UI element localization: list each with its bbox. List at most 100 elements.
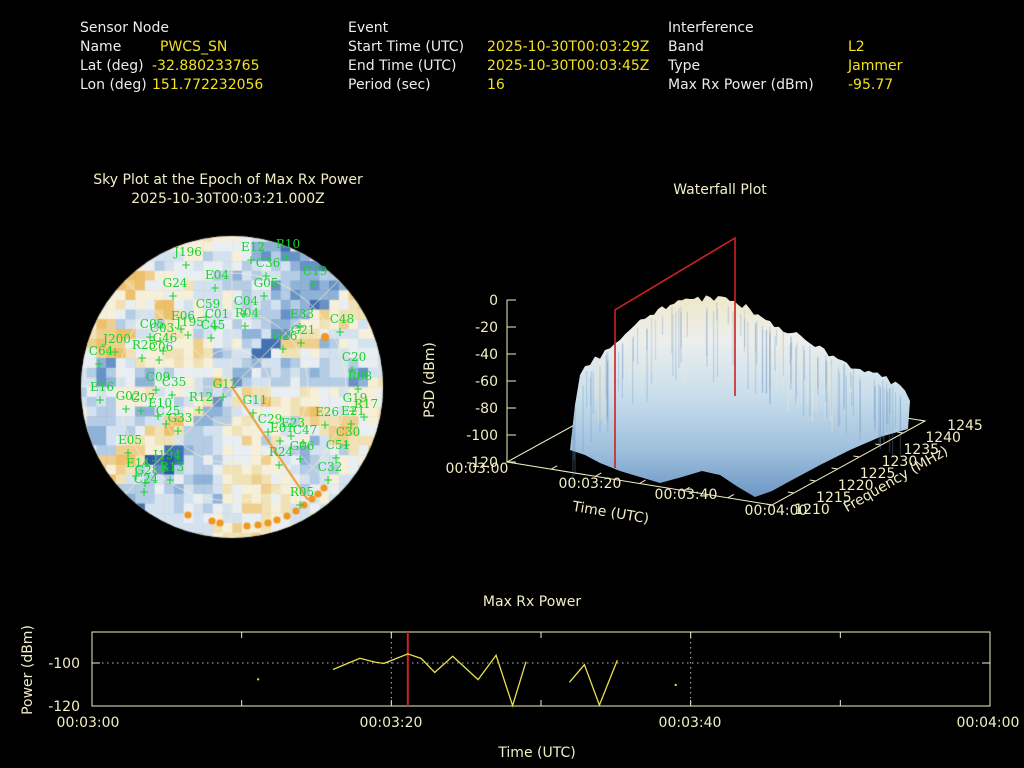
satellite-label-C64: C64: [88, 344, 114, 358]
sensor-name-label: Name: [80, 39, 122, 55]
satellite-marker-J196: +: [180, 258, 192, 272]
sky-plot: J196 + E12 + R10 + C36 + C19 + E04 + G24 + G05 + C59 + C04…: [77, 232, 387, 542]
freq-tick-label: 1210: [794, 502, 830, 518]
time-tick: [727, 493, 735, 499]
satellite-marker-G12: +: [217, 390, 229, 404]
satellite-marker-R13: +: [164, 473, 176, 487]
maxrx-title: Max Rx Power: [482, 594, 582, 610]
freq-tick: [918, 419, 926, 422]
satellite-label-E21: E21: [340, 404, 366, 418]
satellite-marker-E16: +: [94, 393, 106, 407]
x-tick-label: 00:03:20: [360, 715, 423, 731]
sensor-node-title: Sensor Node: [80, 20, 169, 36]
sensor-lat-label: Lat (deg): [80, 58, 144, 74]
interference-band-label: Band: [668, 39, 704, 55]
psd-tick-label: 0: [489, 293, 498, 309]
time-tick: [639, 479, 646, 484]
satellite-marker-C24: +: [138, 485, 150, 499]
satellite-label-C48: C48: [329, 312, 355, 326]
satellite-label-R08: R08: [347, 369, 373, 383]
satellite-marker-G24: +: [167, 289, 179, 303]
maxrx-data-series: [257, 632, 677, 708]
satellite-marker-C06: +: [153, 353, 165, 367]
freq-tick-label: 1240: [925, 430, 961, 446]
satellite-marker-R10: +: [280, 250, 292, 264]
satellite-marker-C47: +: [297, 436, 309, 450]
satellite-marker-C32: +: [322, 473, 334, 487]
freq-tick: [787, 491, 794, 494]
sky-plot-satellite-labels: J196 + E12 + R10 + C36 + C19 + E04 + G24 + G05 + C59 + C04…: [77, 232, 387, 542]
satellite-label-E05: E05: [117, 433, 143, 447]
satellite-marker-C01: +: [209, 320, 221, 334]
power-trace: [332, 653, 527, 708]
satellite-label-C09: C09: [145, 370, 171, 384]
satellite-label-G06: G06: [289, 439, 315, 453]
satellite-label-E10: E10: [147, 396, 173, 410]
satellite-label-G12: G12: [212, 377, 238, 391]
time-tick-label: 00:03:40: [655, 487, 718, 503]
event-end-label: End Time (UTC): [348, 58, 457, 74]
epoch-slice-outline: [614, 236, 736, 468]
satellite-label-C59: C59: [195, 297, 221, 311]
satellite-marker-C04: +: [238, 307, 250, 321]
satellite-marker-E21: +: [345, 417, 357, 431]
satellite-label-J194: J194: [153, 448, 181, 462]
satellite-marker-C30: +: [340, 438, 352, 452]
satellite-label-C03: C03: [149, 321, 175, 335]
satellite-marker-G05: +: [258, 289, 270, 303]
satellite-label-C19: C19: [302, 264, 328, 278]
satellite-label-E33: E33: [289, 307, 315, 321]
satellite-label-C04: C04: [233, 294, 259, 308]
satellite-marker-C48: +: [334, 325, 346, 339]
waterfall-xlabel: Time (UTC): [570, 499, 650, 528]
satellite-label-E12: E12: [240, 240, 266, 254]
sensor-lat-value: -32.880233765: [152, 58, 260, 74]
satellite-label-G11: G11: [242, 393, 268, 407]
freq-tick-label: 1245: [947, 418, 983, 434]
satellite-marker-G26: +: [277, 342, 289, 356]
satellite-label-R12: R12: [188, 390, 214, 404]
satellite-label-C24: C24: [133, 472, 159, 486]
power-trace: [568, 659, 618, 707]
satellite-marker-C05: +: [144, 330, 156, 344]
event-period-value: 16: [487, 77, 505, 93]
satellite-label-R17: R17: [353, 397, 379, 411]
satellite-label-C35: C35: [161, 375, 187, 389]
x-tick-label: 00:04:00: [957, 715, 1020, 731]
plot-frame: [91, 631, 991, 707]
satellite-label-R10: R10: [275, 237, 301, 251]
time-tick-label: 00:03:00: [446, 461, 509, 477]
satellite-marker-C25: +: [160, 417, 172, 431]
time-tick-label: 00:03:20: [559, 476, 622, 492]
maxrx-ylabel: Power (dBm): [20, 625, 36, 715]
satellite-label-E06: E06: [170, 309, 196, 323]
freq-tick: [831, 467, 838, 470]
sky-plot-title-line2: 2025-10-30T00:03:21.000Z: [131, 191, 325, 207]
sky-plot-title-line1: Sky Plot at the Epoch of Max Rx Power: [93, 172, 363, 188]
freq-tick-label: 1230: [882, 454, 918, 470]
time-tick-label: 00:04:00: [745, 503, 808, 519]
satellite-marker-G19: +: [347, 404, 359, 418]
interference-title: Interference: [668, 20, 754, 36]
satellite-label-E26: E26: [314, 405, 340, 419]
satellite-label-G24: G24: [162, 276, 188, 290]
header: Sensor Node Name PWCS_SN Lat (deg) -32.8…: [0, 0, 1024, 100]
event-end-value: 2025-10-30T00:03:45Z: [487, 58, 650, 74]
satellite-marker-C35: +: [166, 388, 178, 402]
satellite-label-G28: G28: [134, 463, 160, 477]
sensor-lon-label: Lon (deg): [80, 77, 147, 93]
satellite-marker-C07: +: [135, 404, 147, 418]
satellite-label-C05: C05: [139, 317, 165, 331]
satellite-marker-E06: +: [175, 322, 187, 336]
satellite-marker-R17: +: [358, 410, 370, 424]
satellite-marker-G02: +: [120, 402, 132, 416]
freq-tick: [809, 479, 816, 482]
freq-tick: [875, 443, 882, 446]
satellite-marker-C36: +: [260, 269, 272, 283]
event-title: Event: [348, 20, 389, 36]
satellite-marker-J200: +: [109, 345, 121, 359]
satellite-label-C30: C30: [335, 425, 361, 439]
surface-shape: [570, 295, 910, 497]
satellite-label-E16: E16: [89, 380, 115, 394]
